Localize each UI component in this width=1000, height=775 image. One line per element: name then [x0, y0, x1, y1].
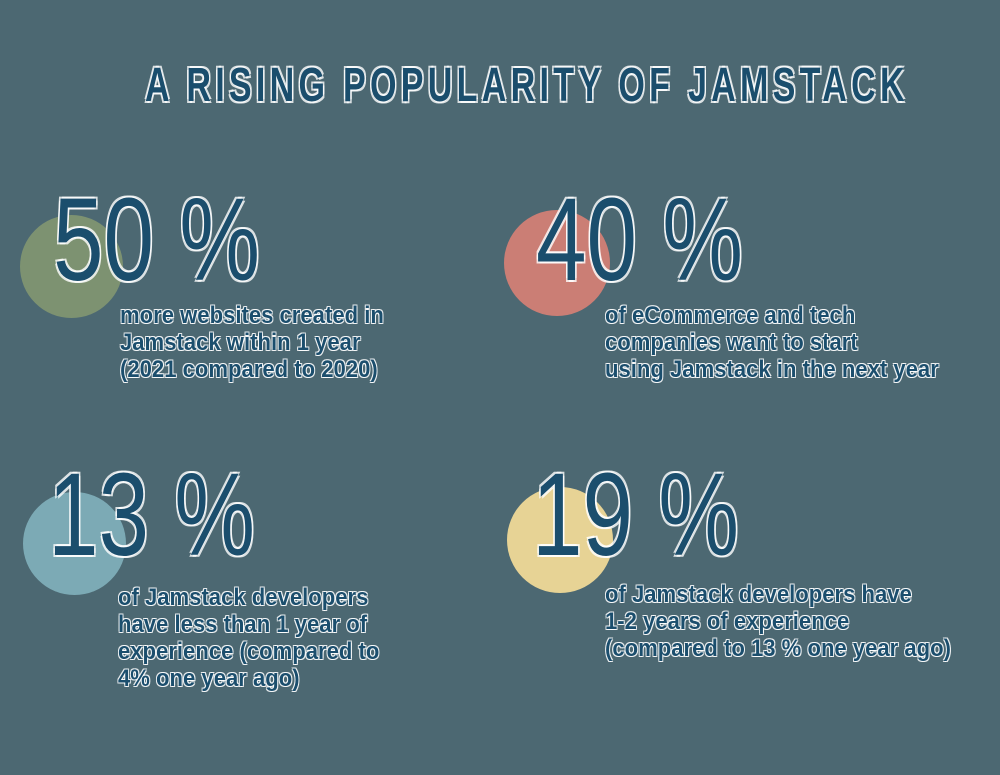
infographic-title: A RISING POPULARITY OF JAMSTACK [145, 59, 909, 112]
stat-circle-coral [504, 210, 610, 316]
stat-value-50-percent: 50 % [53, 174, 261, 306]
stat-circle-blue [23, 492, 126, 595]
stat-description-devs-1-2-years: of Jamstack developers have 1-2 years of… [605, 581, 952, 662]
stat-description-devs-under-1-year: of Jamstack developers have less than 1 … [118, 584, 380, 692]
stat-value-19-percent: 19 % [532, 449, 740, 581]
stat-description-ecommerce-adoption: of eCommerce and tech companies want to … [605, 302, 939, 383]
stat-value-13-percent: 13 % [48, 449, 256, 581]
stat-circle-green [20, 215, 123, 318]
stat-circle-yellow [507, 487, 613, 593]
stat-value-40-percent: 40 % [536, 174, 744, 306]
stat-description-websites-growth: more websites created in Jamstack within… [120, 302, 384, 383]
